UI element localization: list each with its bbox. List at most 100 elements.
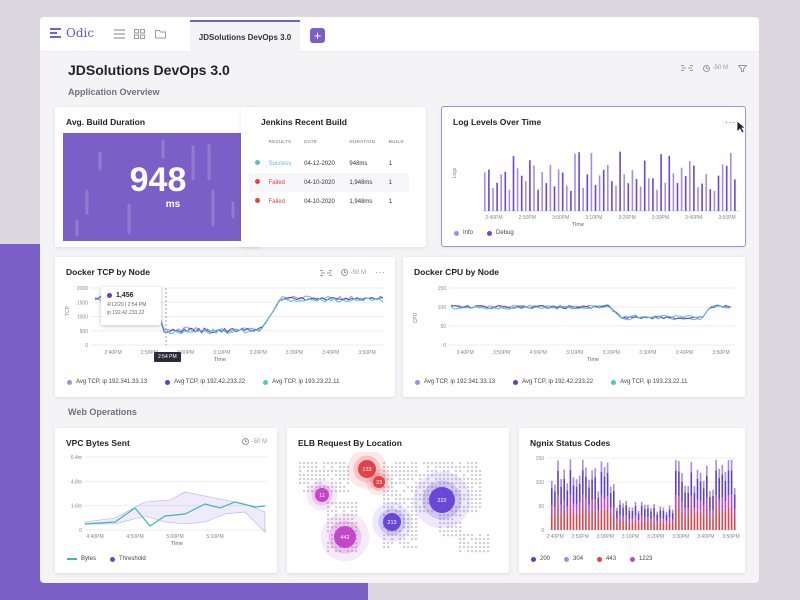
map-dot — [403, 482, 406, 485]
map-dot — [299, 466, 302, 469]
legend-item[interactable]: 1223 — [630, 556, 652, 562]
status-bar — [687, 492, 689, 509]
status-bar — [566, 506, 569, 516]
log-bar — [635, 179, 638, 211]
map-dot — [391, 474, 394, 477]
status-bar — [693, 492, 696, 509]
log-bar — [541, 172, 543, 211]
map-dot — [335, 514, 338, 517]
map-dot — [463, 542, 466, 545]
map-dot — [307, 466, 310, 469]
map-dot — [451, 526, 454, 529]
legend-item[interactable]: Info — [454, 230, 473, 236]
map-dot — [427, 490, 430, 493]
map-dot — [427, 482, 430, 485]
col-header: RESULTS — [268, 139, 292, 144]
card-title: Jenkins Recent Build — [261, 117, 347, 127]
log-bar — [701, 183, 703, 211]
legend-item[interactable]: 443 — [597, 556, 616, 562]
series-lines — [450, 304, 732, 321]
time-range-selector[interactable]: -50 M — [702, 64, 728, 72]
legend-item[interactable]: Avg TCP, ip 192.341.33.13 — [415, 379, 495, 385]
legend-item[interactable]: 200 — [531, 556, 550, 562]
time-range-selector[interactable]: -50 M — [241, 438, 267, 445]
link-icon[interactable] — [319, 269, 332, 277]
map-dot — [415, 514, 418, 517]
docker-cpu-card: Docker CPU by Node CPU 150 100 50 0 3:40PM 3… — [403, 257, 745, 397]
legend-item[interactable]: Avg TCP, ip 192.42.233.22 — [513, 379, 593, 385]
table-row[interactable]: Success 04-12-2020 948ms 1 — [249, 154, 409, 173]
map-dot — [335, 522, 338, 525]
map-dot — [411, 478, 414, 481]
legend-item[interactable]: 304 — [564, 556, 583, 562]
map-dot — [383, 526, 386, 529]
map-dot — [347, 470, 350, 473]
menu-icon[interactable] — [114, 29, 125, 39]
map-dot — [419, 510, 422, 513]
status-bar — [668, 509, 671, 518]
link-icon[interactable] — [680, 64, 693, 72]
map-dot — [355, 522, 358, 525]
status-bar — [554, 507, 556, 516]
map-dot — [451, 474, 454, 477]
status-bar — [712, 495, 714, 510]
map-dot — [339, 522, 342, 525]
map-dot — [403, 538, 406, 541]
status-bar — [582, 459, 584, 471]
legend-item[interactable]: Debug — [487, 230, 514, 236]
filter-icon[interactable] — [738, 64, 747, 72]
add-tab-button[interactable]: + — [310, 28, 325, 43]
map-dot — [347, 466, 350, 469]
status-bar — [551, 505, 553, 515]
status-bar — [557, 460, 559, 471]
legend-item[interactable]: Avg TCP, ip 192.341.33.13 — [67, 379, 147, 385]
map-dot — [355, 502, 358, 505]
map-dot — [355, 542, 358, 545]
grid-icon[interactable] — [134, 29, 145, 39]
x-tick-label: 2:40PM — [546, 534, 563, 540]
map-dot — [343, 470, 346, 473]
status-bar — [671, 523, 674, 530]
status-bar — [572, 503, 575, 514]
map-dot — [387, 546, 390, 549]
status-bar — [613, 515, 615, 530]
log-bar — [602, 169, 605, 211]
status-bar — [591, 510, 593, 530]
tab-devops[interactable]: JDSolutions DevOps 3.0 — [190, 20, 300, 52]
status-bar — [690, 462, 693, 473]
log-bar — [664, 182, 666, 211]
status-bar — [665, 520, 668, 525]
legend-item[interactable]: Threshold — [110, 556, 146, 562]
map-dot — [471, 466, 474, 469]
more-options-icon[interactable]: ··· — [375, 267, 385, 278]
status-bar — [622, 503, 624, 508]
legend-item[interactable]: Avg TCP, ip 193.23.22.11 — [263, 379, 339, 385]
map-dot — [331, 542, 334, 545]
status-bar — [578, 483, 581, 503]
map-dot — [335, 474, 338, 477]
map-dot — [423, 482, 426, 485]
time-range-selector[interactable]: -50 M — [340, 269, 366, 276]
map-dot — [479, 546, 482, 549]
more-options-icon[interactable]: ··· — [725, 117, 735, 128]
legend-item[interactable]: Bytes — [67, 556, 96, 562]
legend-item[interactable]: Avg TCP, ip 193.23.22.11 — [611, 379, 687, 385]
folder-icon[interactable] — [155, 29, 166, 39]
legend-item[interactable]: Avg TCP, ip 192.42.233.22 — [165, 379, 245, 385]
table-row[interactable]: Failed 04-10-2020 1,948ms 1 — [249, 173, 409, 192]
logo[interactable]: Odic — [50, 26, 94, 40]
table-row[interactable]: Failed 04-10-2020 1,948ms 1 — [249, 192, 409, 211]
status-bar — [557, 495, 559, 508]
map-dot — [459, 470, 462, 473]
log-bar — [668, 155, 671, 211]
logo-icon — [50, 28, 61, 38]
log-levels-card[interactable]: Log Levels Over Time ··· Logs 2:40PM 2:50… — [441, 106, 746, 247]
map-dot — [471, 490, 474, 493]
map-dot — [391, 542, 394, 545]
map-dot — [339, 550, 342, 553]
log-bar — [570, 190, 572, 211]
log-bar — [697, 187, 699, 211]
map-dot — [315, 486, 318, 489]
map-dot — [383, 466, 386, 469]
status-bar — [625, 520, 627, 530]
